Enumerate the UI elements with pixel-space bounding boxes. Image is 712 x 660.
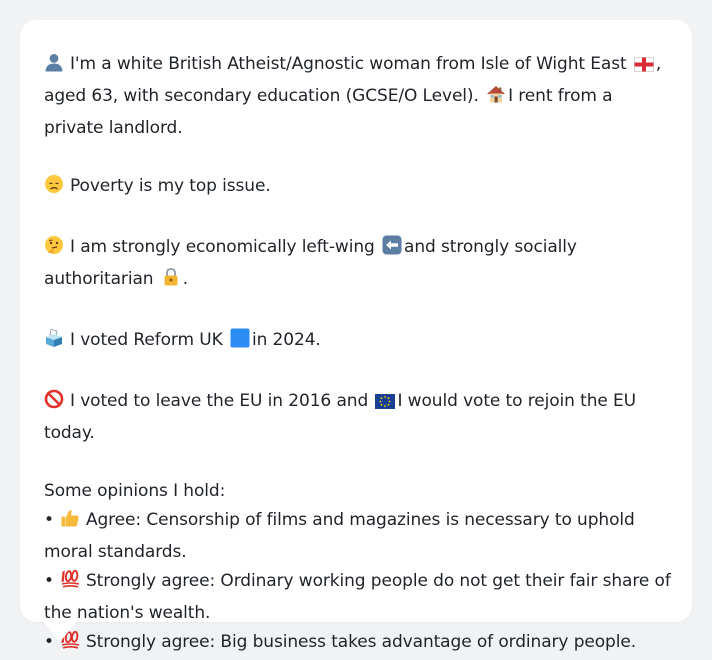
intro-text-2: , aged 63, with secondary education (GCS…: [44, 54, 662, 106]
prohibited-icon: [44, 389, 64, 419]
lock-icon: [161, 267, 181, 297]
bullet: •: [44, 632, 54, 652]
bubble-tail: [42, 620, 78, 642]
bullet: •: [44, 510, 54, 530]
vote-2024-text-1: I voted Reform UK: [70, 330, 223, 350]
top-issue-text: Poverty is my top issue.: [70, 176, 271, 196]
thumbs-up-icon: [60, 508, 80, 538]
hundred-points-icon: [60, 569, 80, 599]
opinions-heading: Some opinions I hold:: [44, 481, 226, 501]
intro-text-3: I rent from a private landlord.: [44, 86, 613, 138]
opinion-item: • Strongly agree: Ordinary working peopl…: [44, 567, 672, 628]
opinion-text: Agree: Censorship of films and magazines…: [44, 510, 635, 562]
eu-paragraph: I voted to leave the EU in 2016 and I wo…: [44, 387, 672, 448]
blue-square-icon: [230, 328, 250, 358]
vote-2024-text-2: in 2024.: [251, 330, 321, 350]
thinking-face-icon: [44, 235, 64, 265]
england-flag-icon: [633, 53, 654, 82]
top-issue-paragraph: Poverty is my top issue.: [44, 172, 672, 204]
intro-text-1: I'm a white British Atheist/Agnostic wom…: [70, 54, 627, 74]
opinion-text: Strongly agree: Big business takes advan…: [85, 632, 637, 652]
house-icon: [486, 84, 506, 114]
opinion-item: • Agree: Censorship of films and magazin…: [44, 506, 672, 567]
intro-paragraph: I'm a white British Atheist/Agnostic wom…: [44, 50, 672, 143]
eu-text-2: I would vote to rejoin the EU today.: [44, 391, 637, 443]
person-silhouette-icon: [44, 52, 64, 82]
ideology-text-1: I am strongly economically left-wing: [70, 237, 375, 257]
sad-face-icon: [44, 174, 64, 204]
ideology-paragraph: I am strongly economically left-wing and…: [44, 233, 672, 297]
opinion-item: • Strongly agree: Big business takes adv…: [44, 628, 672, 660]
left-arrow-icon: [382, 235, 402, 265]
vote-2024-paragraph: I voted Reform UK in 2024.: [44, 326, 672, 358]
eu-text-1: I voted to leave the EU in 2016 and: [70, 391, 369, 411]
ideology-text-2: and strongly socially authoritarian: [44, 237, 577, 289]
bullet: •: [44, 571, 54, 591]
opinion-text: Strongly agree: Ordinary working people …: [44, 571, 671, 623]
ideology-text-3: .: [182, 269, 189, 289]
message-bubble: I'm a white British Atheist/Agnostic wom…: [20, 20, 692, 652]
ballot-box-icon: [44, 328, 64, 358]
eu-flag-icon: [375, 390, 396, 419]
